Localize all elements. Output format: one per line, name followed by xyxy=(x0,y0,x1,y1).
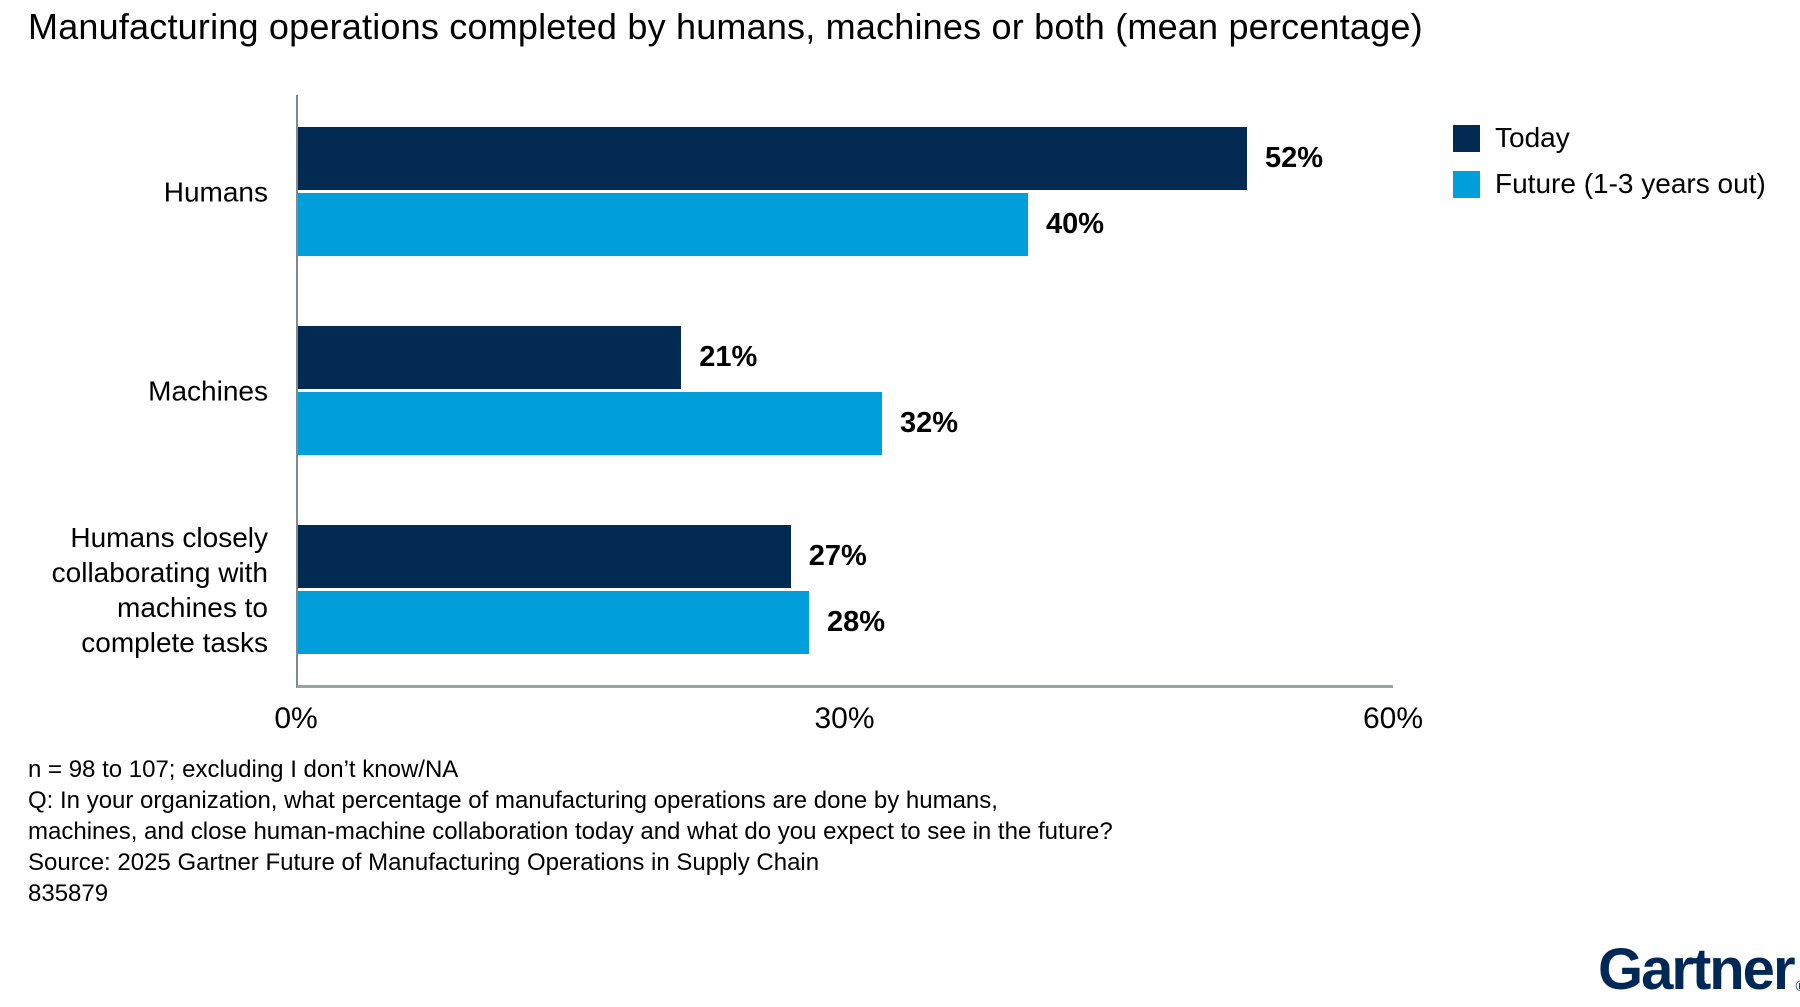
footnote-line: n = 98 to 107; excluding I don’t know/NA xyxy=(28,756,459,783)
x-tick-label: 30% xyxy=(814,702,875,735)
category-label-machines: Machines xyxy=(148,375,268,407)
chart-title: Manufacturing operations completed by hu… xyxy=(28,6,1423,47)
legend-swatch-icon xyxy=(1453,170,1480,198)
legend-label: Today xyxy=(1495,122,1570,153)
footnote-line: Q: In your organization, what percentage… xyxy=(28,787,998,814)
footnote-line: 835879 xyxy=(28,880,109,907)
footnote-line: machines, and close human-machine collab… xyxy=(28,818,1113,845)
legend-swatch-icon xyxy=(1453,124,1480,152)
bar-value-label: 21% xyxy=(699,341,758,373)
bar-humans-closely-collaborating-future-1-3-years-out xyxy=(298,591,809,654)
bar-machines-today xyxy=(298,326,682,389)
bar-value-label: 40% xyxy=(1045,208,1105,240)
bar-value-label: 52% xyxy=(1264,142,1324,174)
bar-value-label: 28% xyxy=(827,606,886,638)
legend-item-future-1-3-years-out: Future (1-3 years out) xyxy=(1453,168,1766,200)
bar-humans-closely-collaborating-today xyxy=(298,525,791,588)
bar-value-label: 32% xyxy=(899,407,959,439)
x-tick-label: 60% xyxy=(1362,702,1424,735)
category-axis: Humans Machines Humans closely collaborati… xyxy=(0,95,268,688)
registered-trademark-icon: ® xyxy=(1796,978,1800,995)
gartner-logo: Gartner® xyxy=(1598,936,1800,1003)
category-label-humans: Humans xyxy=(163,176,268,208)
x-tick-label: 0% xyxy=(274,702,318,735)
x-axis: 0% 30% 60% xyxy=(274,702,1423,742)
bar-value-label: 27% xyxy=(808,540,867,572)
footnote-line: Source: 2025 Gartner Future of Manufactu… xyxy=(28,849,820,876)
legend-label: Future (1-3 years out) xyxy=(1495,168,1766,199)
bar-humans-today xyxy=(298,127,1247,190)
chart-legend: Today Future (1-3 years out) xyxy=(1453,122,1766,214)
bar-humans-future-1-3-years-out xyxy=(298,193,1028,256)
plot-area: 52% 21% 27% 40% 32% 28% xyxy=(296,95,1393,688)
category-label-humans-closely-collaborating: Humans closely collaborating with machin… xyxy=(51,522,268,658)
bar-machines-future-1-3-years-out xyxy=(298,392,882,455)
footnotes: n = 98 to 107; excluding I don’t know/NA… xyxy=(28,754,1113,909)
legend-item-today: Today xyxy=(1453,122,1766,154)
gartner-logo-text: Gartner xyxy=(1598,937,1796,1002)
